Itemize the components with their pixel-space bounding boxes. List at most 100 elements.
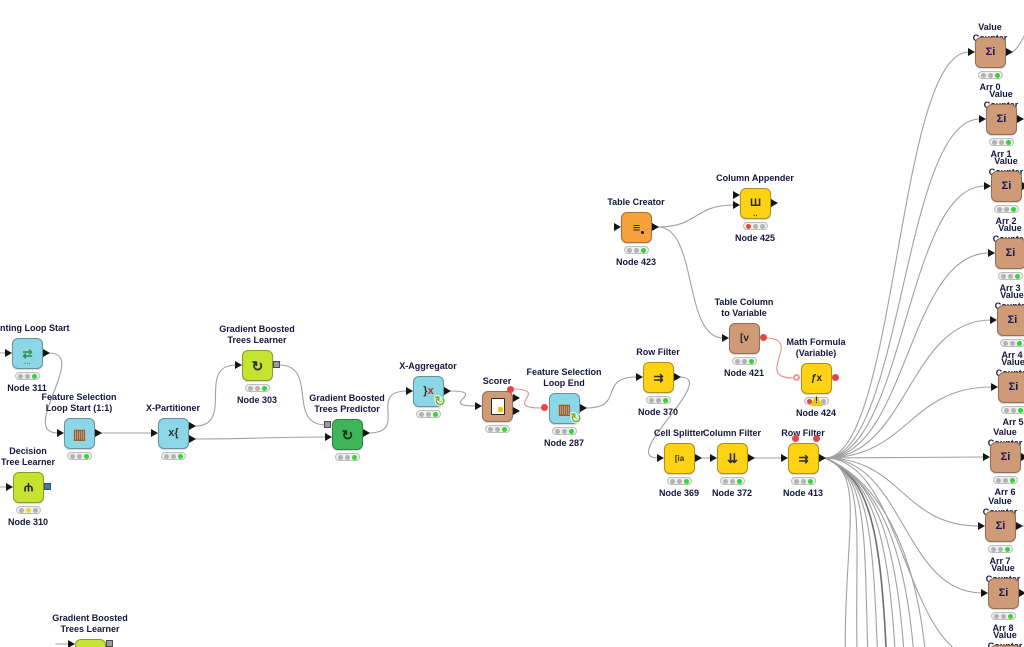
traffic-light-dot [995, 72, 1000, 78]
node-vc2[interactable]: Σi [991, 171, 1022, 202]
traffic-light-dot [760, 223, 765, 229]
connection[interactable] [657, 226, 724, 339]
traffic-light-dot [991, 546, 996, 552]
node-rf413[interactable]: ⇉ [788, 443, 819, 474]
connection[interactable] [824, 51, 970, 459]
traffic-light-dot [1015, 273, 1020, 279]
connection[interactable] [44, 352, 63, 434]
connection[interactable] [585, 376, 638, 409]
node-ca425[interactable]: Ш ‥ [740, 188, 771, 219]
traffic-light-dot [1003, 477, 1008, 483]
node-number: Arr 0 [979, 82, 1001, 92]
connection[interactable] [824, 457, 983, 594]
traffic-light [245, 384, 270, 392]
connection[interactable] [824, 386, 993, 459]
traffic-light-dot [164, 453, 169, 459]
connection[interactable] [648, 376, 690, 459]
input-port [475, 402, 482, 410]
table-creator-icon: ≡ [632, 220, 641, 235]
traffic-light-dot [1010, 340, 1015, 346]
value-counter-icon: Σi [1008, 381, 1019, 393]
node-n311[interactable]: ⇄ ··· [12, 338, 43, 369]
node-rf370[interactable]: ⇉ [643, 362, 674, 393]
node-number: Node 413 [782, 488, 824, 498]
node-vc3[interactable]: Σi [995, 238, 1024, 269]
traffic-light-dot [26, 507, 31, 513]
traffic-light-dot [1017, 340, 1022, 346]
traffic-light-dot [997, 206, 1002, 212]
node-number: Arr 6 [994, 487, 1016, 497]
traffic-light-dot [1011, 407, 1016, 413]
connection[interactable] [1011, 31, 1024, 53]
output-port [748, 454, 755, 462]
row-filter-icon: ⇉ [653, 370, 664, 385]
connection[interactable] [194, 364, 237, 427]
node-fsls[interactable]: ▥ [64, 418, 95, 449]
node-vc5[interactable]: Σi [998, 372, 1024, 403]
connection[interactable] [824, 457, 928, 647]
output-port [43, 349, 50, 357]
node-vc0[interactable]: Σi [975, 37, 1006, 68]
node-number: Arr 5 [1002, 417, 1024, 427]
cell-splitter-icon: [ia [674, 453, 685, 463]
traffic-light-dot [1005, 546, 1010, 552]
traffic-light-dot [730, 478, 735, 484]
traffic-light-dot [32, 373, 37, 379]
output-port [771, 199, 778, 207]
traffic-light-dot [735, 358, 740, 364]
connection[interactable] [368, 390, 408, 434]
node-gbtlB[interactable]: ↻ [75, 639, 106, 647]
connection[interactable] [449, 390, 477, 407]
output-port [652, 223, 659, 231]
node-number: Node 311 [7, 383, 47, 393]
output-port [95, 429, 102, 437]
connection[interactable] [824, 457, 984, 647]
traffic-light [1000, 339, 1024, 347]
node-vc8[interactable]: Σi [988, 578, 1019, 609]
icon-detail: ‥ [753, 211, 758, 218]
connection[interactable] [824, 456, 985, 459]
node-label: Value Counter [987, 630, 1023, 647]
connection[interactable] [824, 457, 851, 647]
node-cs369[interactable]: [ia [664, 443, 695, 474]
connection[interactable] [278, 364, 327, 426]
connection[interactable] [824, 118, 981, 459]
node-number: Arr 1 [990, 149, 1012, 159]
output-port [1017, 115, 1024, 123]
traffic-light-dot [794, 478, 799, 484]
node-xagg[interactable]: } x [413, 376, 444, 407]
connection[interactable] [824, 319, 992, 459]
connection[interactable] [824, 185, 986, 459]
node-gbtl303[interactable]: ↻ [242, 350, 273, 381]
traffic-light-dot [807, 398, 812, 404]
node-vc7[interactable]: Σi [985, 511, 1016, 542]
node-tc423[interactable]: ≡ [621, 212, 652, 243]
input-port [57, 429, 64, 437]
connection[interactable] [824, 457, 879, 647]
connection[interactable] [824, 457, 980, 527]
node-vc9[interactable]: Σi [990, 645, 1021, 647]
node-vc4[interactable]: Σi [997, 305, 1024, 336]
node-vc1[interactable]: Σi [986, 104, 1017, 135]
input-port [235, 361, 242, 369]
node-tctv421[interactable]: [v [729, 323, 760, 354]
connection[interactable] [194, 436, 327, 440]
node-xpart[interactable]: x{ [158, 418, 189, 449]
connection[interactable] [511, 388, 542, 409]
node-label: Gradient Boosted Trees Learner [52, 613, 128, 634]
node-cf372[interactable]: ⇊ [717, 443, 748, 474]
connection[interactable] [824, 252, 990, 459]
connection[interactable] [764, 337, 794, 379]
connection[interactable] [657, 204, 735, 228]
node-mf424[interactable]: ƒx [801, 363, 832, 394]
node-vc6[interactable]: Σi [990, 442, 1021, 473]
node-gbtp[interactable]: ↻ [332, 419, 363, 450]
traffic-light [994, 205, 1019, 213]
node-label: Column Filter [703, 428, 761, 438]
output-port [363, 429, 370, 437]
node-fsle287[interactable]: ▥ [549, 393, 580, 424]
node-scorer[interactable] [482, 391, 513, 422]
node-dtl310[interactable]: Ψ [13, 472, 44, 503]
traffic-light-dot [749, 358, 754, 364]
